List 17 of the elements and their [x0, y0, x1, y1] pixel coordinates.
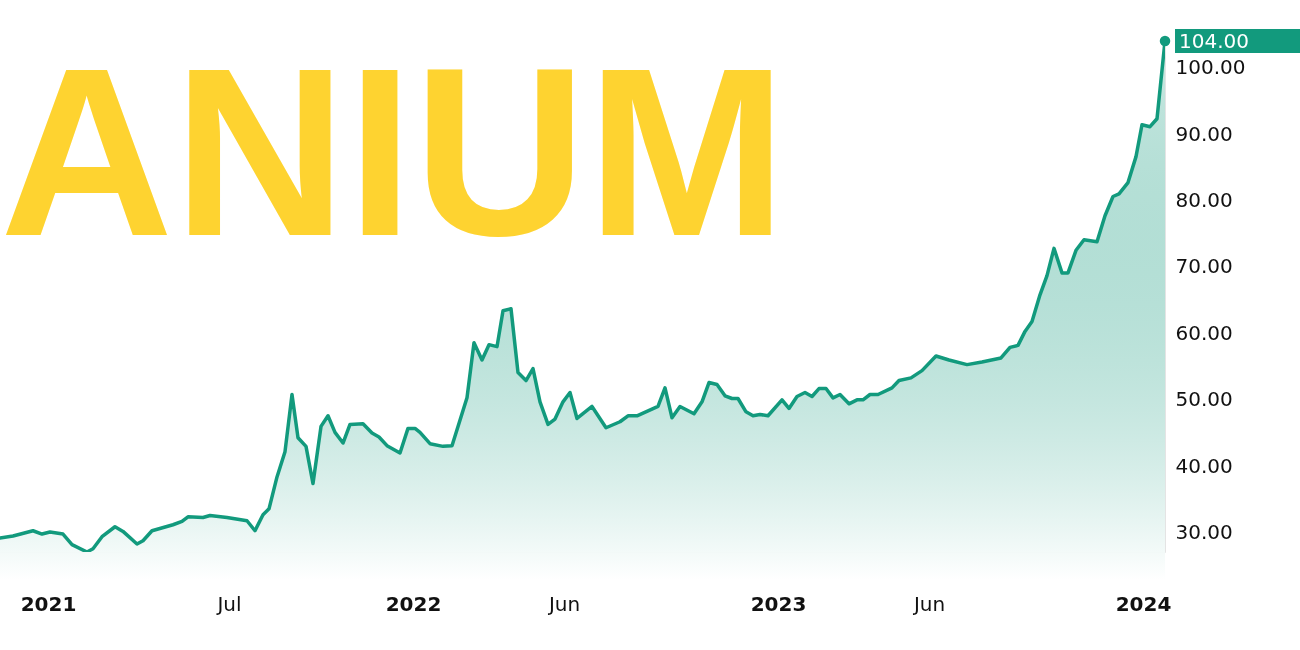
y-tick-label: 60.00 — [1175, 320, 1233, 345]
y-tick-label: 30.00 — [1175, 520, 1233, 545]
y-tick-label: 50.00 — [1175, 387, 1233, 412]
x-tick-label: Jun — [546, 591, 581, 616]
annotation: ANIUM — [0, 18, 787, 286]
x-tick-label: 2021 — [20, 591, 77, 616]
x-tick-label: 2023 — [750, 591, 807, 616]
y-tick-label: 80.00 — [1175, 187, 1233, 212]
x-tick-label: Jul — [215, 591, 242, 616]
annotation: 104.00 — [1179, 29, 1249, 53]
x-tick-label: Jun — [911, 591, 946, 616]
y-tick-label: 70.00 — [1175, 254, 1233, 279]
x-tick-label: 2022 — [385, 591, 442, 616]
y-tick-label: 40.00 — [1175, 453, 1233, 478]
y-tick-label: 100.00 — [1175, 55, 1246, 80]
x-tick-label: 2024 — [1115, 591, 1172, 616]
y-tick-label: 90.00 — [1175, 121, 1233, 146]
